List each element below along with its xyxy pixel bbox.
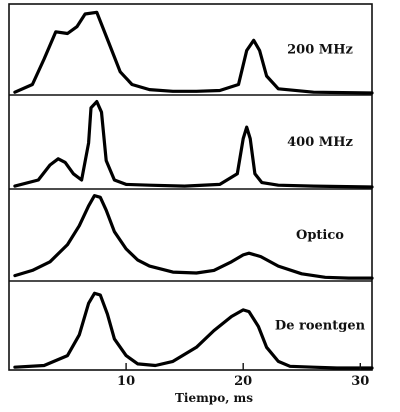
panel-4: De roentgen <box>9 280 374 370</box>
x-axis: 10 20 30 <box>117 363 369 389</box>
x-axis-label: Tiempo, ms <box>175 391 253 405</box>
series-label-4: De roentgen <box>275 319 366 334</box>
x-tick-label: 20 <box>234 374 252 389</box>
panel-3: Optico <box>9 188 374 280</box>
series-line-1 <box>13 10 374 95</box>
panel-2: 400 MHz <box>9 94 374 189</box>
x-tick-label: 10 <box>117 374 135 389</box>
x-tick-label: 30 <box>351 374 369 389</box>
panel-1: 200 MHz <box>13 10 374 95</box>
series-line-4 <box>13 291 374 370</box>
series-label-1: 200 MHz <box>287 43 353 58</box>
series-label-2: 400 MHz <box>287 135 353 150</box>
series-label-3: Optico <box>296 228 344 243</box>
panels-layer: 200 MHz 400 MHz Optico De roentgen <box>8 3 374 371</box>
series-line-3 <box>13 194 374 280</box>
series-line-2 <box>13 100 374 189</box>
